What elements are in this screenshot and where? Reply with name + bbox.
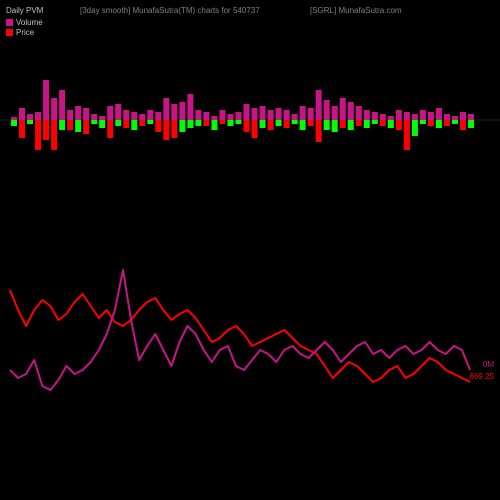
chart-title: Daily PVM (6, 6, 43, 15)
axis-label-price: 669.25 (470, 372, 494, 381)
legend-price-label: Price (16, 28, 34, 37)
legend-price: Price (6, 28, 34, 37)
legend-volume-label: Volume (16, 18, 43, 27)
chart-container: Daily PVM [3day smooth] MunafaSutra(TM) … (0, 0, 500, 500)
axis-label-volume: 0M (483, 360, 494, 369)
chart-source: [SGRL] MunafaSutra.com (310, 6, 402, 15)
legend-volume: Volume (6, 18, 43, 27)
chart-subtitle: [3day smooth] MunafaSutra(TM) charts for… (80, 6, 260, 15)
legend-volume-swatch (6, 19, 13, 26)
chart-svg (0, 0, 500, 500)
legend-price-swatch (6, 29, 13, 36)
